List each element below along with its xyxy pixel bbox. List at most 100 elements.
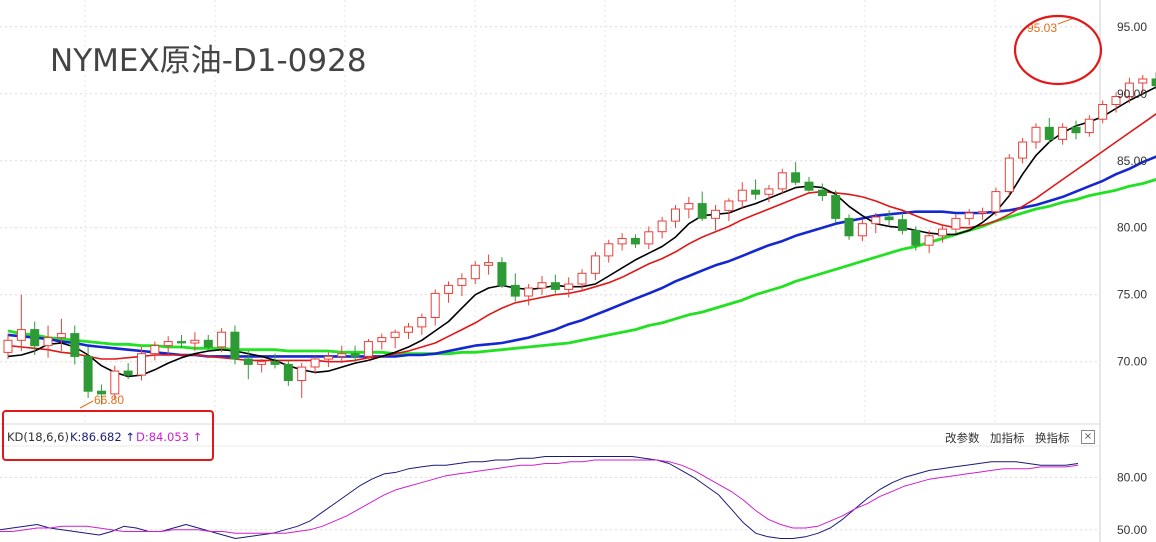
candle-body bbox=[897, 219, 907, 231]
candle bbox=[844, 214, 854, 240]
candle bbox=[337, 345, 347, 364]
candle-body bbox=[684, 203, 694, 210]
candle-body bbox=[310, 358, 320, 368]
candle bbox=[1071, 120, 1081, 140]
candle-body bbox=[350, 353, 360, 357]
candle-body bbox=[951, 217, 961, 230]
candle-body bbox=[444, 284, 454, 294]
candle-body bbox=[297, 366, 307, 382]
candle-body bbox=[617, 238, 627, 245]
candle-body bbox=[991, 191, 1001, 213]
candle-body bbox=[163, 341, 173, 347]
candle-body bbox=[791, 172, 801, 183]
kd-grid bbox=[0, 476, 1100, 531]
candle bbox=[938, 223, 947, 243]
candle-body bbox=[1098, 104, 1108, 120]
candle bbox=[430, 289, 440, 326]
d-line bbox=[0, 459, 1079, 534]
candle-body bbox=[323, 355, 333, 360]
candle-body bbox=[1004, 157, 1014, 193]
candle bbox=[137, 346, 146, 381]
change-params-button[interactable]: 改参数 bbox=[945, 431, 980, 445]
candle-body bbox=[70, 333, 80, 357]
candle bbox=[791, 162, 801, 185]
candle bbox=[604, 239, 614, 263]
price-tick-label: 85.00 bbox=[1117, 154, 1147, 168]
add-indicator-button[interactable]: 加指标 bbox=[990, 431, 1025, 445]
candle-body bbox=[430, 292, 440, 318]
high-price-label: 95.03 bbox=[1027, 21, 1057, 35]
candle-body bbox=[537, 282, 547, 289]
candle bbox=[457, 273, 467, 297]
candle bbox=[884, 210, 894, 226]
candle bbox=[510, 273, 520, 302]
candle bbox=[363, 338, 373, 361]
candle bbox=[1151, 72, 1156, 90]
candle bbox=[751, 179, 761, 200]
candle-body bbox=[97, 390, 106, 395]
candle bbox=[123, 363, 133, 380]
candle bbox=[390, 329, 400, 349]
candle-body bbox=[1031, 126, 1041, 143]
candle-body bbox=[390, 331, 400, 339]
candle bbox=[470, 261, 480, 285]
candle-body bbox=[630, 238, 640, 245]
candle-body bbox=[270, 361, 280, 365]
kd-indicator-label[interactable]: KD(18,6,6) bbox=[7, 430, 69, 444]
candle bbox=[657, 217, 667, 239]
ma-line-blue bbox=[7, 155, 1156, 358]
candle-body bbox=[871, 216, 881, 225]
candle-body bbox=[3, 339, 13, 353]
candle bbox=[777, 168, 787, 195]
candle bbox=[524, 284, 534, 306]
candle-body bbox=[1111, 96, 1121, 105]
candle-body bbox=[604, 243, 614, 257]
candle bbox=[1004, 154, 1014, 196]
candle-body bbox=[550, 282, 560, 290]
candle bbox=[711, 204, 720, 231]
candle-body bbox=[137, 353, 146, 376]
price-tick-label: 90.00 bbox=[1117, 87, 1147, 101]
candle bbox=[817, 183, 827, 201]
candle bbox=[203, 334, 213, 350]
close-icon[interactable]: × bbox=[1081, 430, 1095, 444]
candle-body bbox=[817, 189, 827, 197]
candle bbox=[951, 214, 961, 234]
candle-body bbox=[217, 331, 227, 348]
k-value-label: K:86.682 ↑ bbox=[70, 430, 135, 444]
candle-body bbox=[804, 181, 814, 191]
candle bbox=[1031, 123, 1041, 149]
candle-body bbox=[737, 189, 747, 202]
candle bbox=[83, 346, 93, 398]
switch-indicator-button[interactable]: 换指标 bbox=[1035, 431, 1070, 445]
candle bbox=[1044, 117, 1054, 144]
candle bbox=[350, 345, 360, 362]
candle-body bbox=[417, 317, 427, 328]
candle-body bbox=[1151, 78, 1156, 87]
candle bbox=[1098, 100, 1108, 124]
candle-body bbox=[470, 264, 480, 280]
candle bbox=[871, 213, 881, 234]
candle-body bbox=[1044, 126, 1054, 140]
price-tick-label: 70.00 bbox=[1117, 355, 1147, 369]
candle bbox=[310, 356, 320, 374]
candle bbox=[1084, 115, 1094, 137]
kd-tick-label: 50.00 bbox=[1117, 523, 1147, 537]
indicator-highlight-box bbox=[2, 410, 214, 461]
high-price-pointer bbox=[1057, 17, 1075, 25]
candle-body bbox=[857, 223, 867, 237]
candle bbox=[550, 274, 560, 294]
candle bbox=[16, 294, 26, 351]
candle bbox=[217, 328, 227, 353]
candle-body bbox=[671, 208, 680, 222]
candle bbox=[831, 190, 841, 223]
candle bbox=[297, 363, 307, 398]
d-value-label: D:84.053 ↑ bbox=[136, 430, 202, 444]
candle-body bbox=[831, 195, 841, 219]
candle bbox=[163, 336, 173, 357]
candle-body bbox=[150, 345, 160, 355]
low-price-label: 66.80 bbox=[94, 393, 124, 407]
candle-body bbox=[1084, 118, 1094, 134]
candle bbox=[43, 325, 53, 358]
candle bbox=[978, 207, 987, 220]
